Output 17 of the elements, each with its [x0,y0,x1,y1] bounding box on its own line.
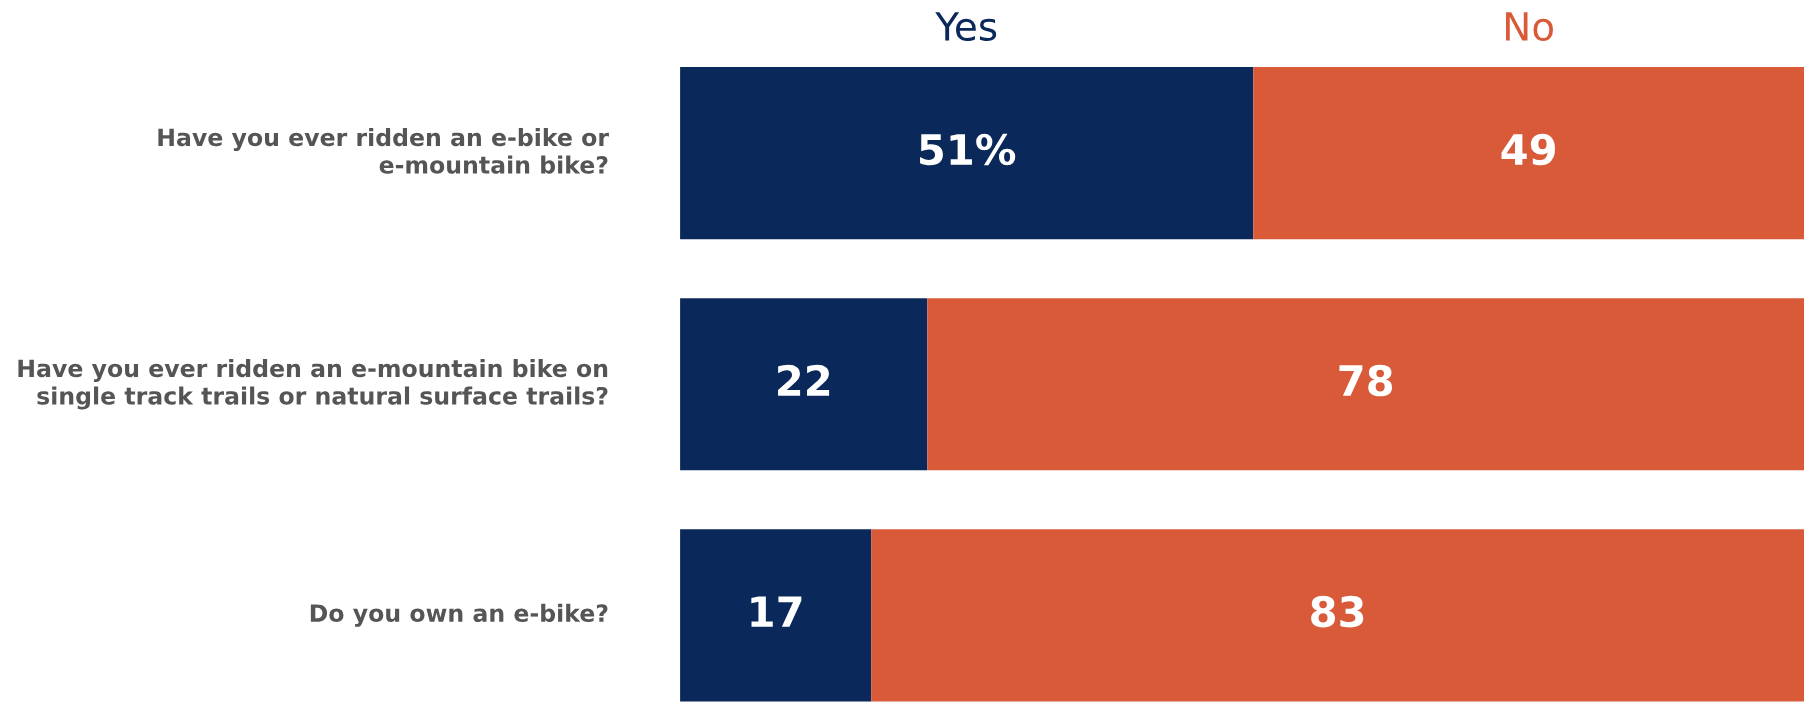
series-label: Yes [935,12,997,42]
y-tick-label: Do you own an e-bike? [310,603,608,627]
data-label: 49 [1501,133,1555,166]
bar [927,298,1804,471]
bar [680,298,928,471]
data-label: 78 [1339,364,1393,397]
bar [1253,67,1804,240]
bar [680,67,1254,240]
bar [680,529,872,702]
y-tick-label: Have you ever ridden an e-bike or e-mountain bike? [158,127,609,174]
data-label: 17 [751,596,802,627]
data-label: 22 [778,364,830,396]
bar [871,529,1804,702]
series-label: No [1506,12,1553,42]
data-label: 83 [1311,595,1364,628]
y-tick-label: Have you ever ridden an e-mountain bike on single track trails or natural surface trails? [18,358,608,410]
data-label: 51% [920,133,1016,166]
